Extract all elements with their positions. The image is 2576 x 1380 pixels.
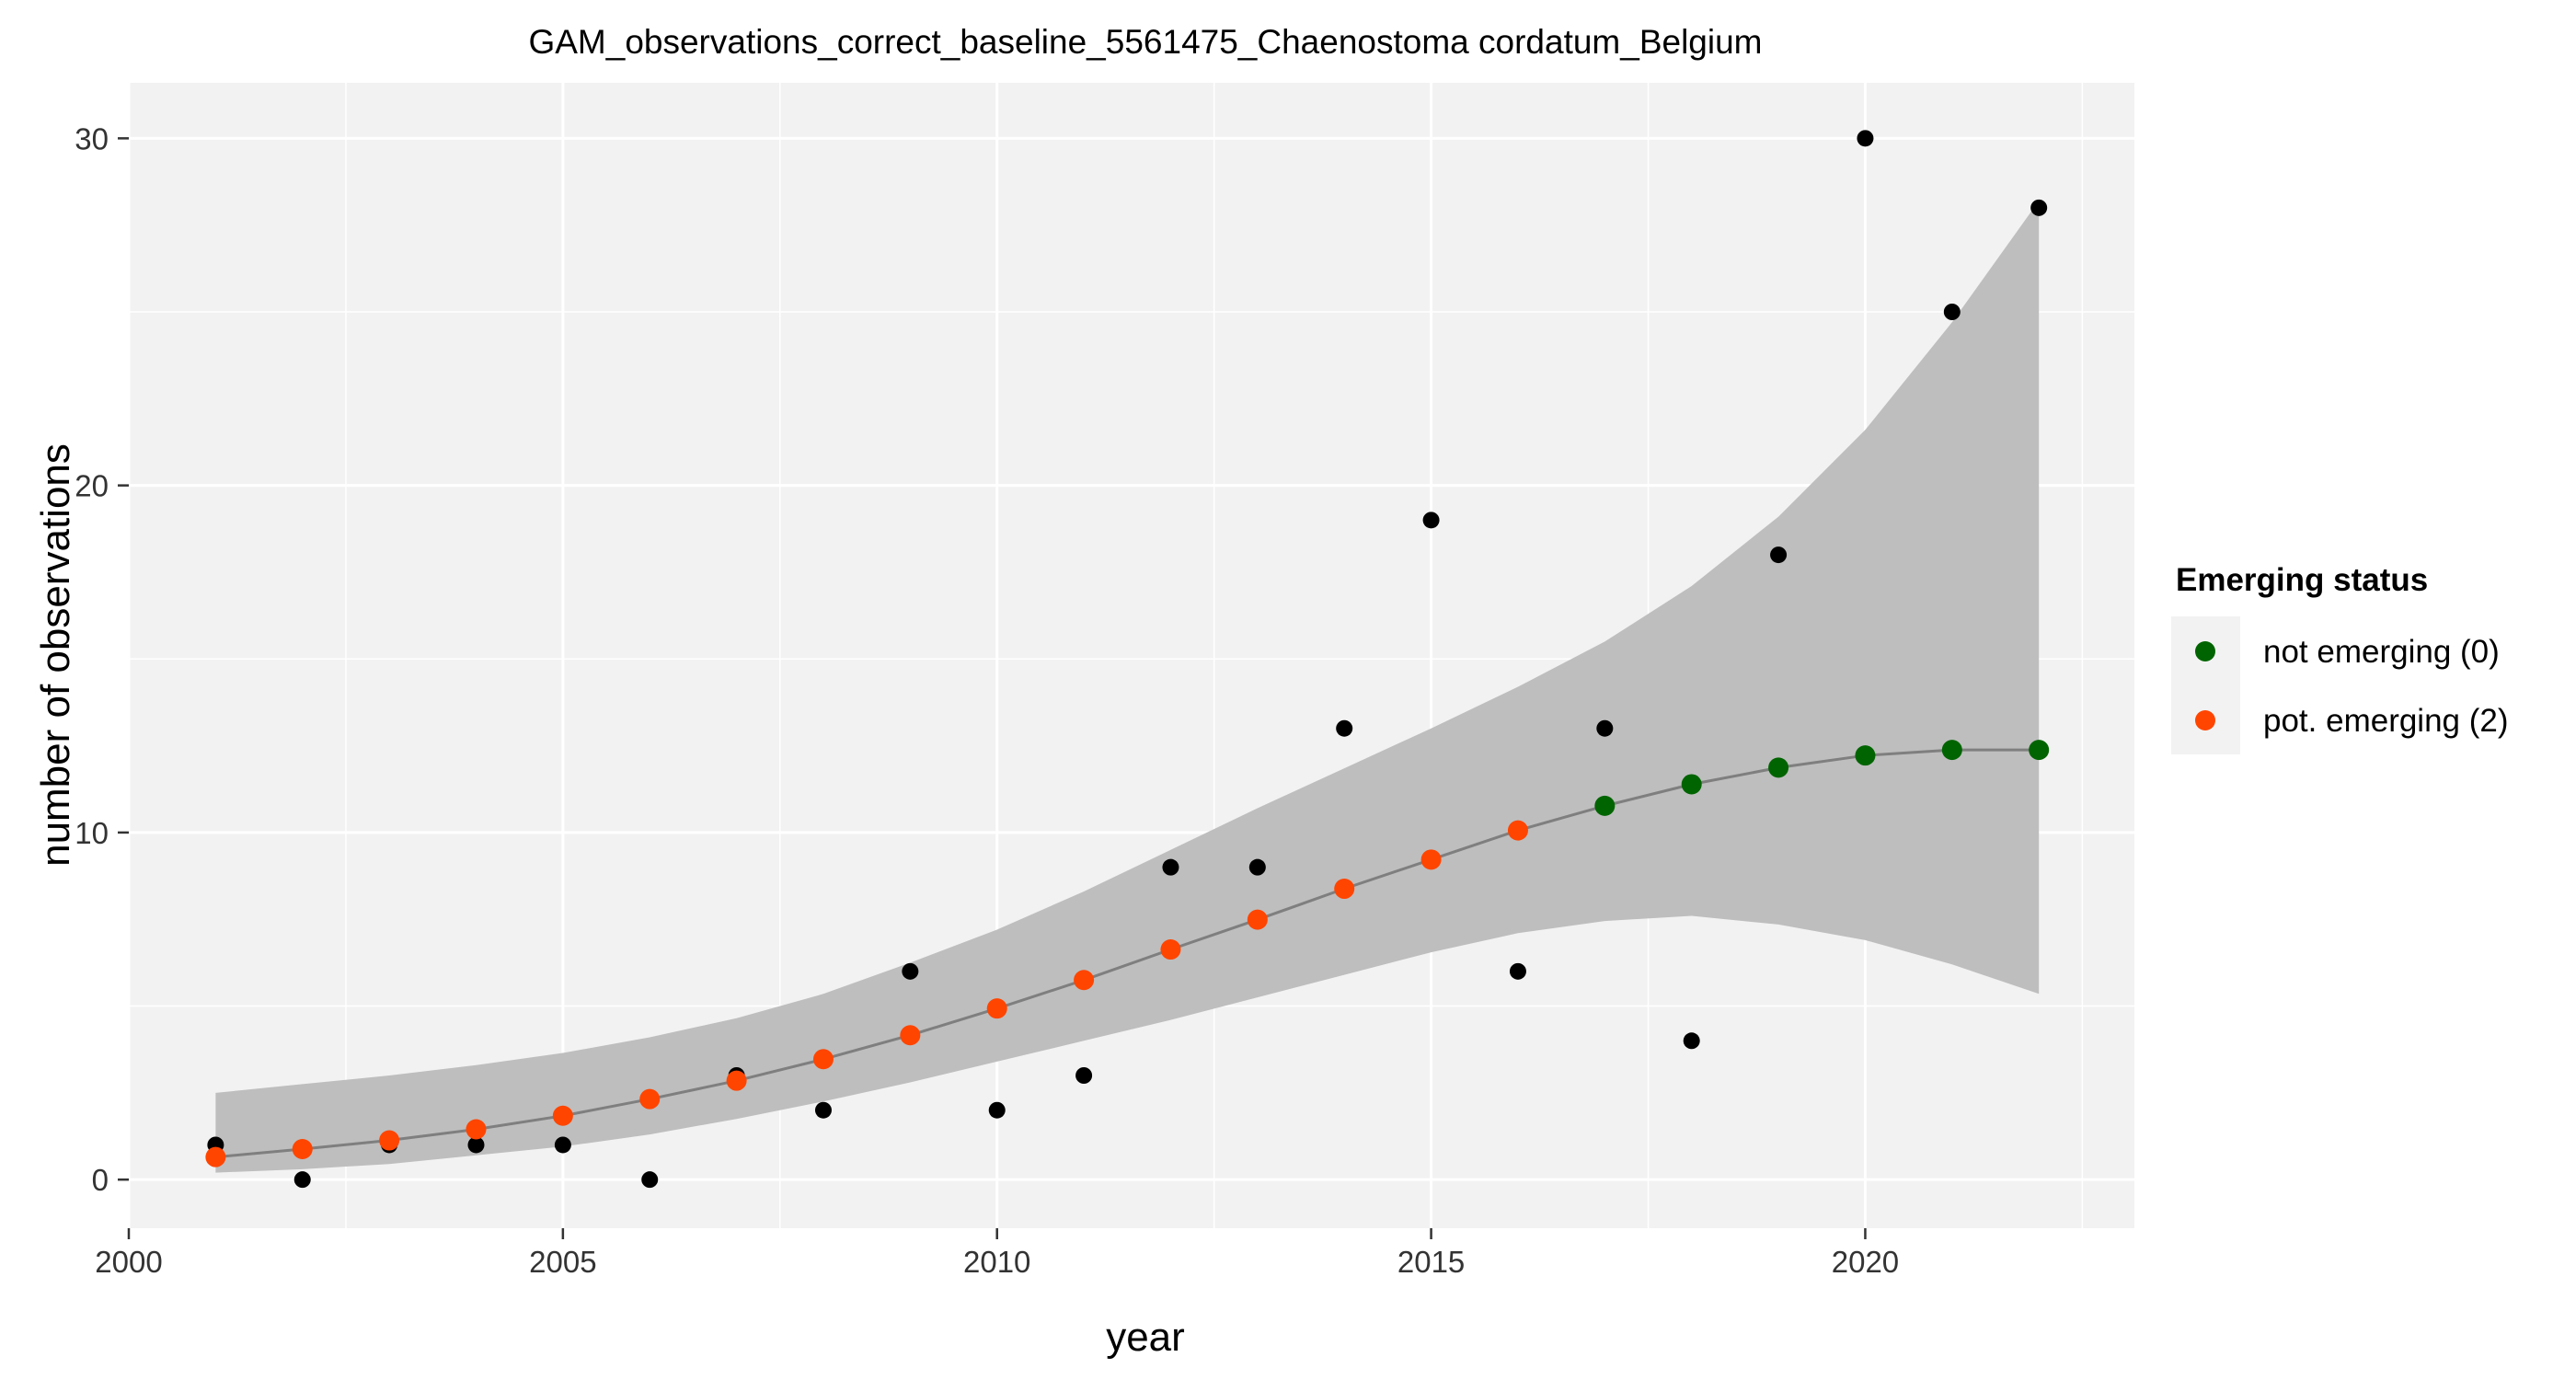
fitted-point (1160, 939, 1181, 960)
observed-point (814, 1101, 832, 1119)
legend: Emerging status not emerging (0) pot. eme… (2171, 562, 2509, 754)
observed-point (902, 962, 919, 980)
observed-point (988, 1101, 1006, 1119)
legend-key (2195, 641, 2215, 661)
fitted-point (900, 1025, 921, 1046)
legend-label: pot. emerging (2) (2263, 703, 2509, 739)
fitted-point (1074, 970, 1095, 991)
y-axis-title: number of observations (33, 443, 78, 867)
fitted-point (726, 1070, 747, 1091)
fitted-curve (215, 748, 2040, 1159)
observed-point (1336, 719, 1353, 737)
axes: 2000 2005 2010 2015 2020 0 10 20 30 (75, 121, 1899, 1279)
y-tick-label: 10 (75, 816, 109, 850)
x-tick-label: 2000 (95, 1245, 162, 1279)
x-tick-label: 2005 (529, 1245, 596, 1279)
observed-point (1857, 130, 1874, 147)
y-tick-label: 20 (75, 469, 109, 503)
confidence-band-area (215, 201, 2040, 1173)
fitted-point (1941, 740, 1962, 761)
fitted-point (2029, 740, 2050, 761)
fitted-point (1594, 795, 1616, 816)
observed-point (641, 1171, 659, 1189)
y-tick-label: 0 (92, 1163, 109, 1197)
observed-point (1509, 962, 1526, 980)
fitted-point (1247, 909, 1268, 930)
observed-point (293, 1171, 311, 1189)
observed-point (1596, 719, 1614, 737)
observed-points (207, 130, 2048, 1189)
observed-point (1248, 858, 1266, 876)
y-tick-label: 30 (75, 121, 109, 155)
fitted-point (1420, 849, 1442, 870)
observed-point (2030, 199, 2048, 216)
chart-title: GAM_observations_correct_baseline_556147… (528, 23, 1762, 61)
fitted-point (1334, 879, 1355, 900)
fitted-line (215, 748, 2040, 1159)
observed-point (554, 1136, 571, 1154)
fitted-point (466, 1119, 487, 1140)
confidence-band (215, 201, 2040, 1173)
fitted-point (292, 1138, 313, 1159)
fitted-point (1681, 774, 1702, 795)
fitted-point (1507, 820, 1528, 841)
x-axis-title: year (1106, 1315, 1185, 1360)
observed-point (1162, 858, 1179, 876)
fitted-points (205, 740, 2050, 1167)
legend-key (2195, 710, 2215, 730)
fitted-point (379, 1130, 400, 1151)
observed-point (1075, 1067, 1093, 1084)
fitted-point (205, 1146, 226, 1167)
fitted-point (639, 1088, 661, 1110)
fitted-point (1768, 757, 1789, 778)
x-tick-label: 2015 (1397, 1245, 1465, 1279)
legend-label: not emerging (0) (2263, 634, 2500, 670)
observed-point (467, 1136, 485, 1154)
observed-point (1770, 546, 1788, 564)
observed-point (1683, 1032, 1700, 1050)
legend-key-background (2171, 616, 2240, 754)
fitted-point (986, 998, 1007, 1019)
fitted-point (552, 1105, 573, 1126)
x-tick-label: 2010 (963, 1245, 1030, 1279)
observed-point (1943, 304, 1961, 320)
fitted-point (1855, 745, 1876, 766)
observed-point (1422, 512, 1440, 529)
fitted-point (812, 1049, 834, 1070)
legend-title: Emerging status (2176, 562, 2428, 598)
x-tick-label: 2020 (1832, 1245, 1899, 1279)
